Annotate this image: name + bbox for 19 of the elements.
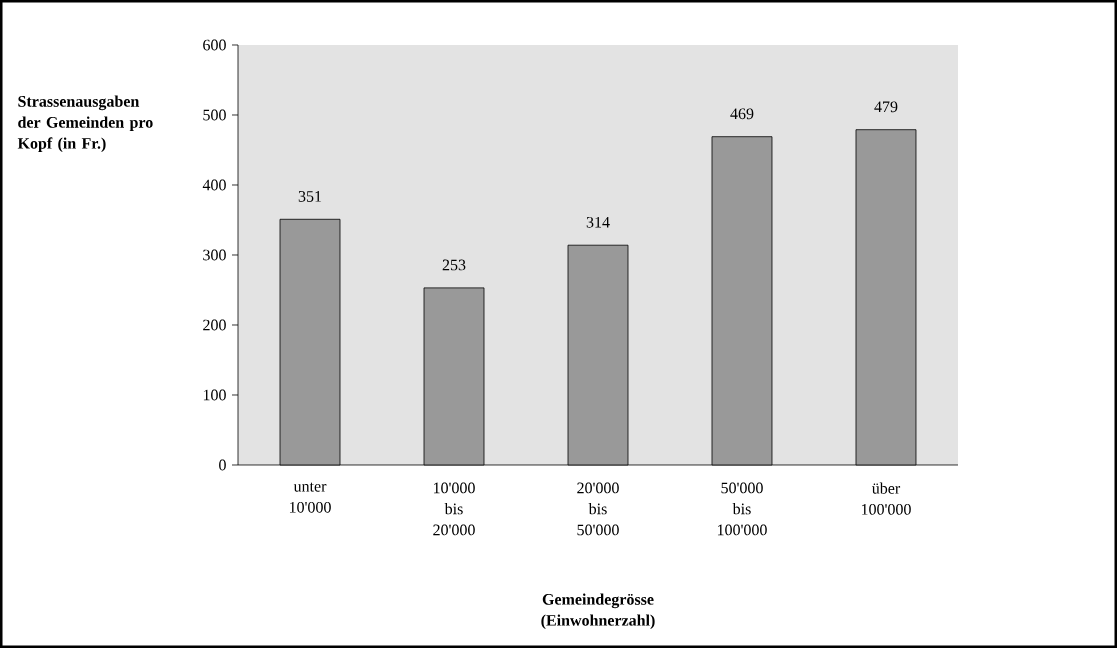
x-axis-title: Gemeindegrösse (Einwohnerzahl) [541,593,655,630]
data-label: 469 [730,108,754,120]
y-tick-label: 0 [219,459,226,471]
x-tick-label: unter 10'000 [289,482,331,513]
y-tick-label: 400 [202,179,226,191]
y-tick-label: 100 [203,389,226,401]
y-tick-label: 300 [203,249,226,261]
x-tick-label: über 100'000 [861,482,911,515]
x-tick-label: 10'000 bis 20'000 [433,482,475,536]
data-label: 351 [298,191,322,202]
y-tick-label: 500 [203,109,226,121]
data-label: 314 [586,216,610,228]
y-axis-title: Strassenausgaben der Gemeinden pro Kopf (in Fr.) [17,95,153,153]
y-tick-label: 600 [203,39,226,51]
x-tick-label: 50'000 bis 100'000 [717,482,767,536]
y-tick-label: 200 [203,319,226,331]
data-label: 253 [442,259,466,271]
data-label: 479 [874,101,898,113]
x-tick-label: 20'000 bis 50'000 [577,482,619,536]
